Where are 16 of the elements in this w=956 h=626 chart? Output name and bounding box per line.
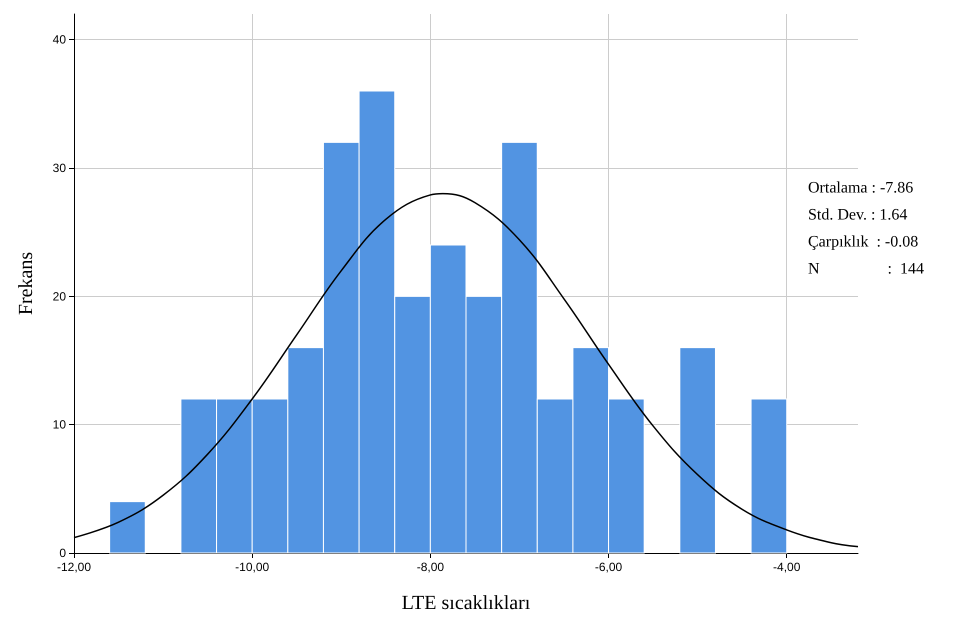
y-tick-label: 40 <box>52 32 66 47</box>
y-tick-label: 30 <box>52 161 66 175</box>
x-tick-label: -12,00 <box>56 560 92 574</box>
annotation: Çarpıklık : -0.08 <box>808 234 918 250</box>
x-axis-title: LTE sıcaklıkları <box>402 592 531 614</box>
y-tick-label: 0 <box>59 546 66 560</box>
x-tick-label: -6,00 <box>594 560 623 574</box>
y-axis-title: Frekans <box>15 252 37 316</box>
annotation: Ortalama : -7.86 <box>808 180 914 196</box>
x-tick-label: -8,00 <box>416 560 444 574</box>
annotation: Std. Dev. : 1.64 <box>808 206 908 224</box>
annotation: N : 144 <box>808 260 924 278</box>
x-tick-label: -4,00 <box>773 560 801 574</box>
y-tick-label: 10 <box>52 418 66 432</box>
x-tick-label: -10,00 <box>235 560 270 574</box>
y-tick-label: 20 <box>52 289 66 304</box>
